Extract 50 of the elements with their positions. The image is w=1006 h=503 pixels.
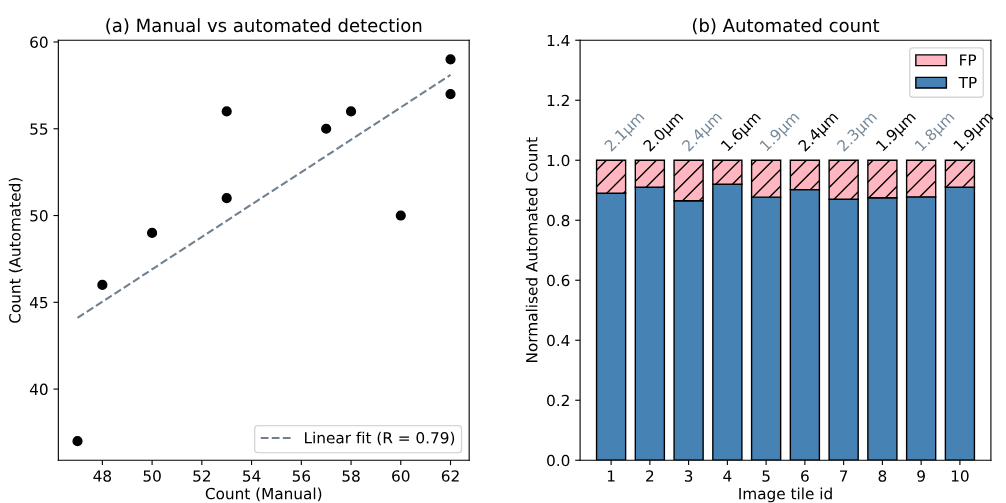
y-tick-label: 0.8 bbox=[547, 214, 570, 227]
x-tick-label: 9 bbox=[917, 470, 925, 482]
y-axis-title: Normalised Automated Count bbox=[525, 137, 538, 362]
y-tick-label: 45 bbox=[29, 296, 48, 309]
y-tick-label: 0.2 bbox=[547, 394, 569, 407]
y-tick-label: 0.6 bbox=[547, 274, 570, 287]
point bbox=[321, 123, 332, 134]
x-tick-label: 5 bbox=[762, 470, 770, 482]
x-tick-label: 7 bbox=[840, 470, 848, 482]
chart-title: (a) Manual vs automated detection bbox=[106, 18, 422, 35]
point bbox=[445, 88, 456, 100]
point bbox=[97, 279, 108, 291]
x-tick-label: 62 bbox=[441, 470, 459, 482]
y-tick-label: 1.2 bbox=[547, 94, 569, 107]
legend-label: TP bbox=[958, 76, 977, 89]
x-tick-label: 58 bbox=[342, 470, 360, 482]
point bbox=[395, 210, 406, 221]
y-tick-label: 1.4 bbox=[547, 34, 570, 47]
x-axis-title: Image tile id bbox=[739, 487, 832, 503]
x-tick-label: 8 bbox=[878, 470, 887, 482]
y-tick-label: 1.0 bbox=[547, 154, 570, 167]
x-tick-label: 52 bbox=[193, 470, 211, 482]
x-tick-label: 56 bbox=[292, 470, 311, 482]
x-tick-label: 6 bbox=[801, 470, 809, 482]
point bbox=[345, 106, 357, 117]
point bbox=[221, 106, 232, 117]
point bbox=[147, 227, 158, 238]
x-tick-label: 48 bbox=[93, 470, 112, 482]
chart-title: (b) Automated count bbox=[692, 18, 880, 35]
x-tick-label: 60 bbox=[392, 470, 410, 482]
point bbox=[221, 193, 232, 204]
x-tick-label: 50 bbox=[143, 470, 161, 482]
x-axis-title: Count (Manual) bbox=[205, 487, 322, 502]
y-axis-title: Count (Automated) bbox=[8, 178, 23, 323]
point bbox=[445, 54, 456, 65]
x-tick-label: 54 bbox=[243, 470, 261, 482]
y-tick-label: 40 bbox=[29, 383, 48, 396]
x-tick-label: 10 bbox=[951, 470, 969, 482]
x-tick-label: 1 bbox=[607, 470, 615, 482]
point bbox=[72, 436, 83, 447]
x-tick-label: 2 bbox=[646, 470, 654, 482]
y-tick-label: 50 bbox=[30, 210, 48, 222]
y-tick-label: 60 bbox=[30, 36, 48, 48]
y-tick-label: 0.0 bbox=[547, 454, 570, 467]
x-tick-label: 3 bbox=[684, 470, 693, 482]
legend-label: FP bbox=[960, 54, 977, 66]
legend-label: Linear fit (R = 0.79) bbox=[305, 431, 455, 446]
y-tick-label: 55 bbox=[30, 123, 48, 135]
y-tick-label: 0.4 bbox=[547, 334, 570, 347]
x-tick-label: 4 bbox=[723, 470, 732, 482]
